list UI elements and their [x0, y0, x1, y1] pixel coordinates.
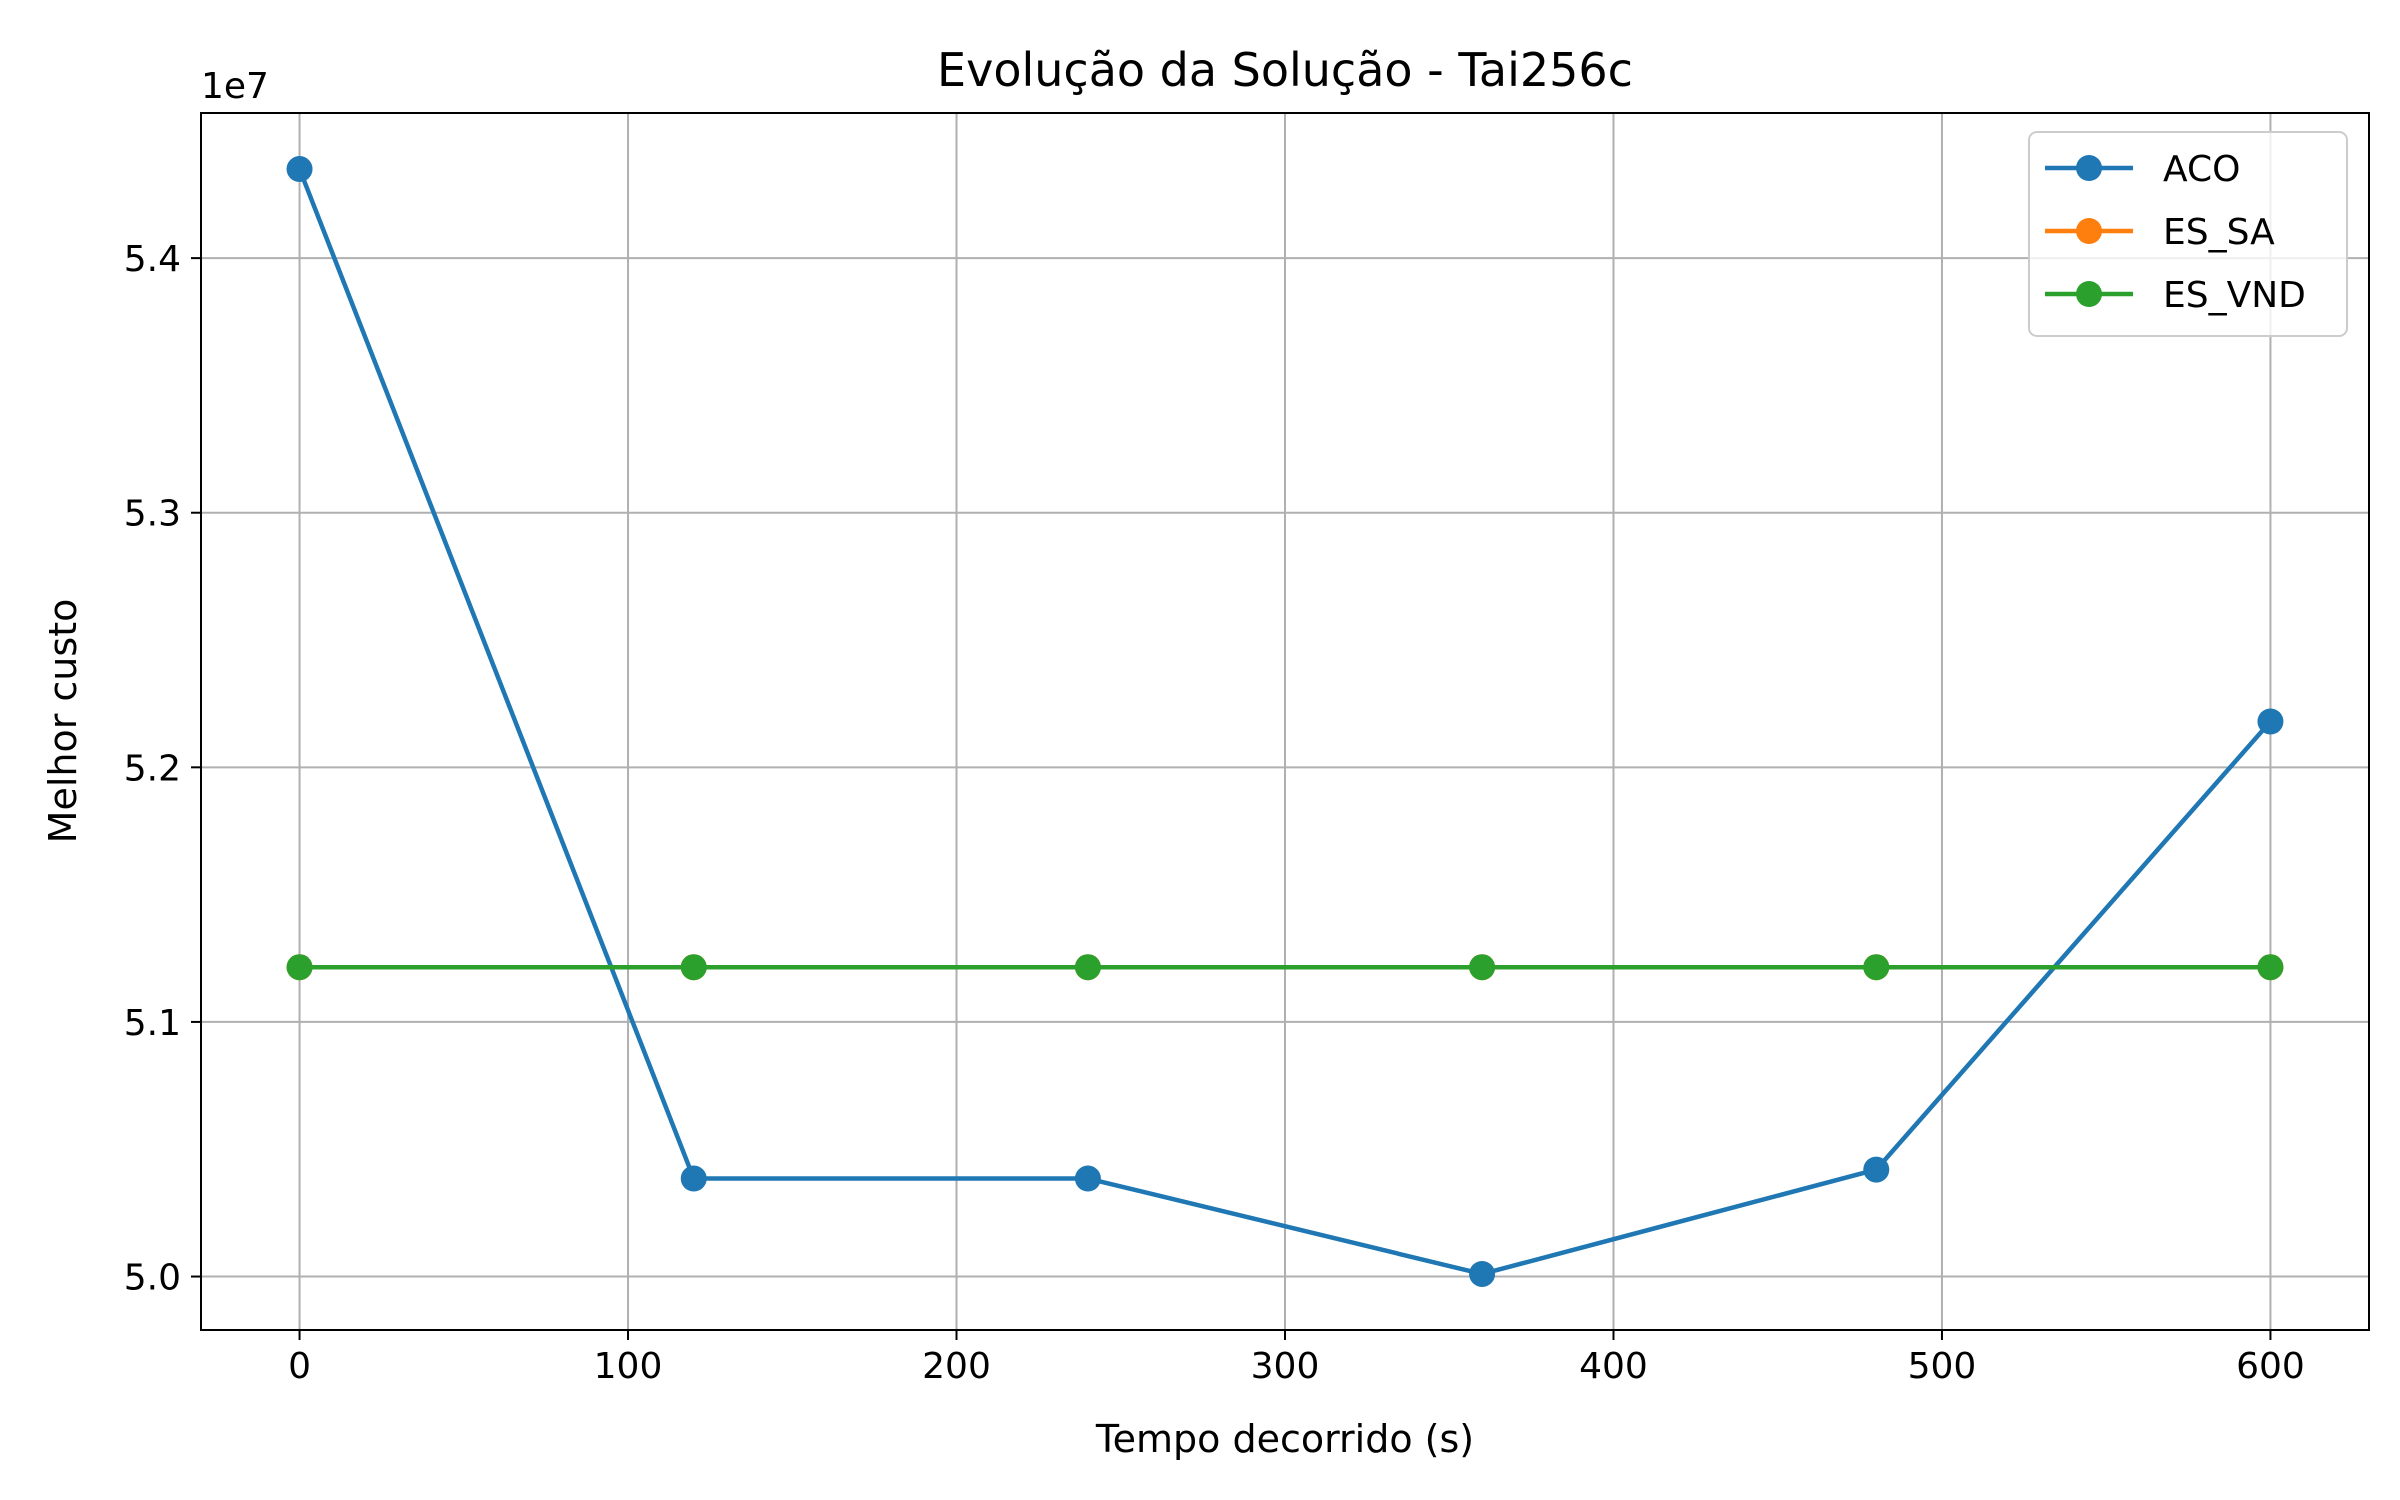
- y-tick-label: 5.1: [124, 1003, 181, 1044]
- x-tick-label: 500: [1908, 1346, 1977, 1387]
- data-point-aco: [1863, 1156, 1890, 1183]
- legend-item-es-sa: ES_SA: [2045, 212, 2275, 253]
- y-axis-offset-label: 1e7: [201, 66, 269, 107]
- data-point-es-vnd: [286, 954, 313, 981]
- y-tick-label: 5.0: [124, 1258, 181, 1299]
- data-point-es-vnd: [2257, 954, 2284, 981]
- y-tick-label: 5.3: [124, 494, 181, 535]
- legend-item-es-vnd: ES_VND: [2045, 275, 2306, 316]
- data-point-aco: [286, 156, 313, 183]
- data-point-aco: [680, 1165, 707, 1192]
- legend: ACO ES_SA ES_VND: [2028, 131, 2348, 337]
- legend-label-aco: ACO: [2163, 149, 2240, 190]
- x-tick-label: 300: [1251, 1346, 1320, 1387]
- series-es-vnd: [286, 954, 2284, 981]
- legend-marker-es-sa: [2076, 218, 2102, 244]
- y-tick-label: 5.2: [124, 748, 181, 789]
- x-tick-label: 0: [288, 1346, 311, 1387]
- chart-title: Evolução da Solução - Tai256c: [937, 43, 1633, 97]
- series-aco: [286, 156, 2284, 1287]
- y-axis-label: Melhor custo: [41, 599, 85, 844]
- data-point-es-vnd: [1469, 954, 1496, 981]
- x-axis-label: Tempo decorrido (s): [1095, 1417, 1474, 1461]
- data-point-es-vnd: [680, 954, 707, 981]
- data-point-aco: [2257, 708, 2284, 735]
- data-point-es-vnd: [1863, 954, 1890, 981]
- data-point-aco: [1074, 1165, 1101, 1192]
- legend-box: [2028, 131, 2348, 337]
- legend-marker-aco: [2076, 155, 2102, 181]
- axis-ticks: 0 100 200 300 400 500 600 5.0 5.1 5.2 5.3 5.4: [124, 239, 2305, 1387]
- legend-marker-es-vnd: [2076, 281, 2102, 307]
- legend-item-aco: ACO: [2045, 149, 2240, 190]
- x-tick-label: 400: [1579, 1346, 1648, 1387]
- data-point-aco: [1469, 1260, 1496, 1287]
- x-tick-label: 200: [922, 1346, 991, 1387]
- x-tick-label: 100: [594, 1346, 663, 1387]
- x-tick-label: 600: [2236, 1346, 2305, 1387]
- series-layer: [286, 156, 2284, 1287]
- y-tick-label: 5.4: [124, 239, 181, 280]
- data-point-es-vnd: [1074, 954, 1101, 981]
- legend-label-es-sa: ES_SA: [2163, 212, 2275, 253]
- series-line-aco: [297, 168, 2273, 1277]
- legend-label-es-vnd: ES_VND: [2163, 275, 2306, 316]
